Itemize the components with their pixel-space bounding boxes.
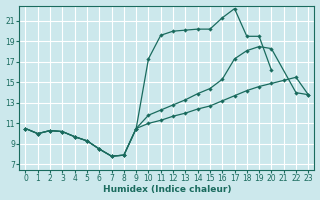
X-axis label: Humidex (Indice chaleur): Humidex (Indice chaleur) [103, 185, 231, 194]
